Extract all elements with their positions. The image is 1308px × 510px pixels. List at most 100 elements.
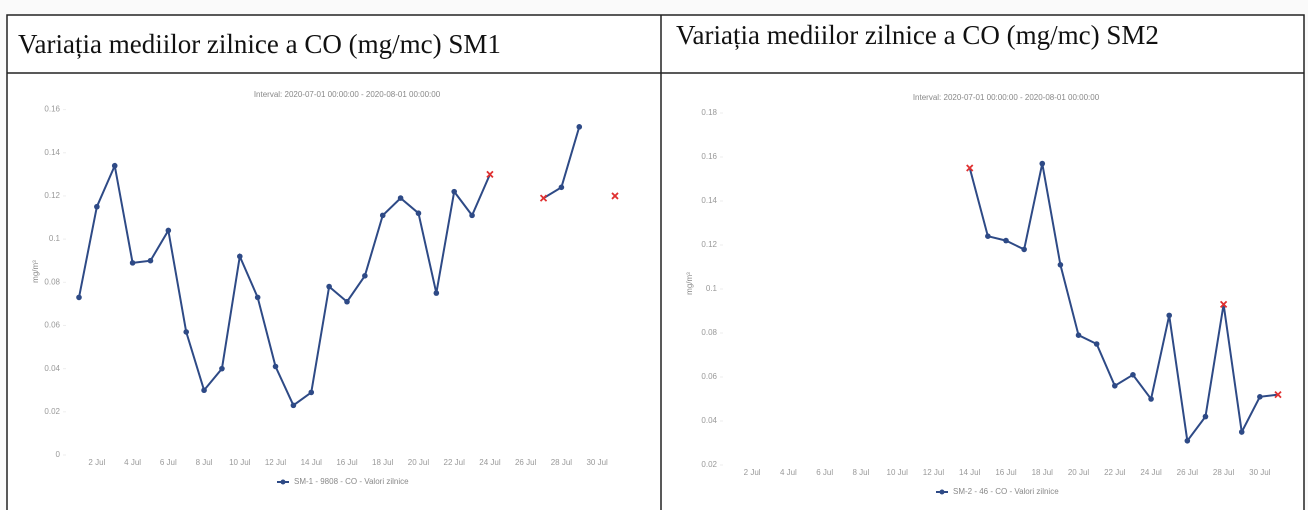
data-point xyxy=(1093,341,1100,347)
x-tick-label: 8 Jul xyxy=(196,458,213,467)
data-point xyxy=(290,402,297,409)
y-tick-label: 0.14 xyxy=(44,148,60,157)
data-point xyxy=(76,294,82,301)
legend-label: SM-1 - 9808 - CO - Valori zilnice xyxy=(294,477,409,486)
flag-stroke xyxy=(611,192,619,200)
data-point xyxy=(1257,394,1263,400)
data-point xyxy=(165,227,172,234)
y-axis-label: mg/m³ xyxy=(685,272,694,295)
data-point xyxy=(1003,237,1009,244)
legend-label: SM-2 - 46 - CO - Valori zilnice xyxy=(953,487,1059,496)
y-tick-label: 0.06 xyxy=(44,321,60,330)
y-tick-label: 0.12 xyxy=(44,191,60,200)
data-point xyxy=(1130,372,1136,378)
data-point xyxy=(344,298,350,305)
data-point xyxy=(129,260,136,266)
x-tick-label: 14 Jul xyxy=(959,468,981,477)
x-tick-label: 22 Jul xyxy=(444,458,466,467)
chart-title: Variația mediilor zilnice a CO (mg/mc) S… xyxy=(676,20,1159,50)
legend-marker xyxy=(280,479,286,485)
x-tick-label: 14 Jul xyxy=(301,458,323,467)
x-tick-label: 18 Jul xyxy=(1032,468,1054,477)
y-tick-label: 0.02 xyxy=(44,407,60,416)
flag-stroke xyxy=(1219,300,1228,309)
y-tick-label: 0.08 xyxy=(44,277,60,286)
data-point xyxy=(469,212,475,219)
x-tick-label: 26 Jul xyxy=(515,458,537,467)
data-point xyxy=(326,283,332,290)
data-point xyxy=(1238,429,1245,435)
data-point xyxy=(558,184,565,191)
flag-stroke xyxy=(1274,390,1282,399)
flagged-point xyxy=(611,192,619,200)
x-tick-label: 16 Jul xyxy=(336,458,358,467)
data-point xyxy=(111,162,118,169)
data-point xyxy=(308,389,315,396)
x-tick-label: 12 Jul xyxy=(923,468,945,477)
data-point xyxy=(201,387,207,394)
x-tick-label: 30 Jul xyxy=(1249,468,1271,477)
series-line xyxy=(968,163,1279,444)
chart-subtitle: Interval: 2020-07-01 00:00:00 - 2020-08-… xyxy=(913,93,1100,102)
y-axis-label: mg/m³ xyxy=(31,260,40,283)
data-point xyxy=(433,290,440,296)
data-point xyxy=(1166,312,1172,319)
x-tick-label: 24 Jul xyxy=(1140,468,1162,477)
data-point xyxy=(362,273,368,279)
y-tick-label: 0.08 xyxy=(701,328,717,337)
y-tick-label: 0.16 xyxy=(701,152,717,161)
x-tick-label: 26 Jul xyxy=(1177,468,1199,477)
y-tick-label: 0.02 xyxy=(701,460,717,469)
x-tick-label: 6 Jul xyxy=(816,468,833,477)
data-point xyxy=(576,124,583,130)
data-point xyxy=(1202,413,1209,420)
x-tick-label: 12 Jul xyxy=(265,458,287,467)
x-tick-label: 8 Jul xyxy=(852,468,869,477)
flagged-point xyxy=(486,170,494,178)
y-tick-label: 0.04 xyxy=(701,416,717,425)
x-tick-label: 28 Jul xyxy=(1213,468,1235,477)
x-tick-label: 16 Jul xyxy=(995,468,1017,477)
x-tick-label: 28 Jul xyxy=(551,458,573,467)
chart-subtitle: Interval: 2020-07-01 00:00:00 - 2020-08-… xyxy=(254,90,441,99)
data-point xyxy=(379,212,386,219)
data-point xyxy=(219,365,225,372)
x-tick-label: 2 Jul xyxy=(744,468,761,477)
x-tick-label: 4 Jul xyxy=(124,458,141,467)
y-tick-label: 0.1 xyxy=(49,234,61,243)
table-border xyxy=(6,14,1305,510)
flag-stroke xyxy=(539,194,548,202)
y-tick-label: 0.1 xyxy=(706,284,718,293)
legend-marker xyxy=(939,489,945,495)
data-point xyxy=(1148,396,1154,402)
flagged-point xyxy=(966,164,974,172)
x-tick-label: 18 Jul xyxy=(372,458,394,467)
data-point xyxy=(147,257,154,264)
x-tick-label: 2 Jul xyxy=(88,458,105,467)
x-tick-label: 6 Jul xyxy=(160,458,177,467)
x-tick-label: 24 Jul xyxy=(479,458,501,467)
data-point xyxy=(1112,383,1118,389)
y-tick-label: 0.14 xyxy=(701,196,717,205)
data-point xyxy=(1039,160,1046,167)
y-tick-label: 0.18 xyxy=(701,108,717,117)
data-point xyxy=(415,210,422,217)
flagged-point xyxy=(1219,300,1228,309)
data-point xyxy=(94,203,100,210)
flagged-point xyxy=(1274,390,1282,399)
flag-stroke xyxy=(966,164,974,172)
chart-title: Variația mediilor zilnice a CO (mg/mc) S… xyxy=(18,29,501,59)
data-point xyxy=(1075,332,1082,339)
data-point xyxy=(1057,262,1064,268)
flagged-point xyxy=(539,194,548,202)
x-tick-label: 10 Jul xyxy=(229,458,251,467)
y-tick-label: 0.04 xyxy=(44,364,60,373)
x-tick-label: 30 Jul xyxy=(586,458,608,467)
y-tick-label: 0.06 xyxy=(701,372,717,381)
data-point xyxy=(397,195,404,201)
data-point xyxy=(1021,246,1027,253)
data-point xyxy=(985,233,991,239)
y-tick-label: 0 xyxy=(56,450,61,459)
y-tick-label: 0.16 xyxy=(44,105,60,114)
